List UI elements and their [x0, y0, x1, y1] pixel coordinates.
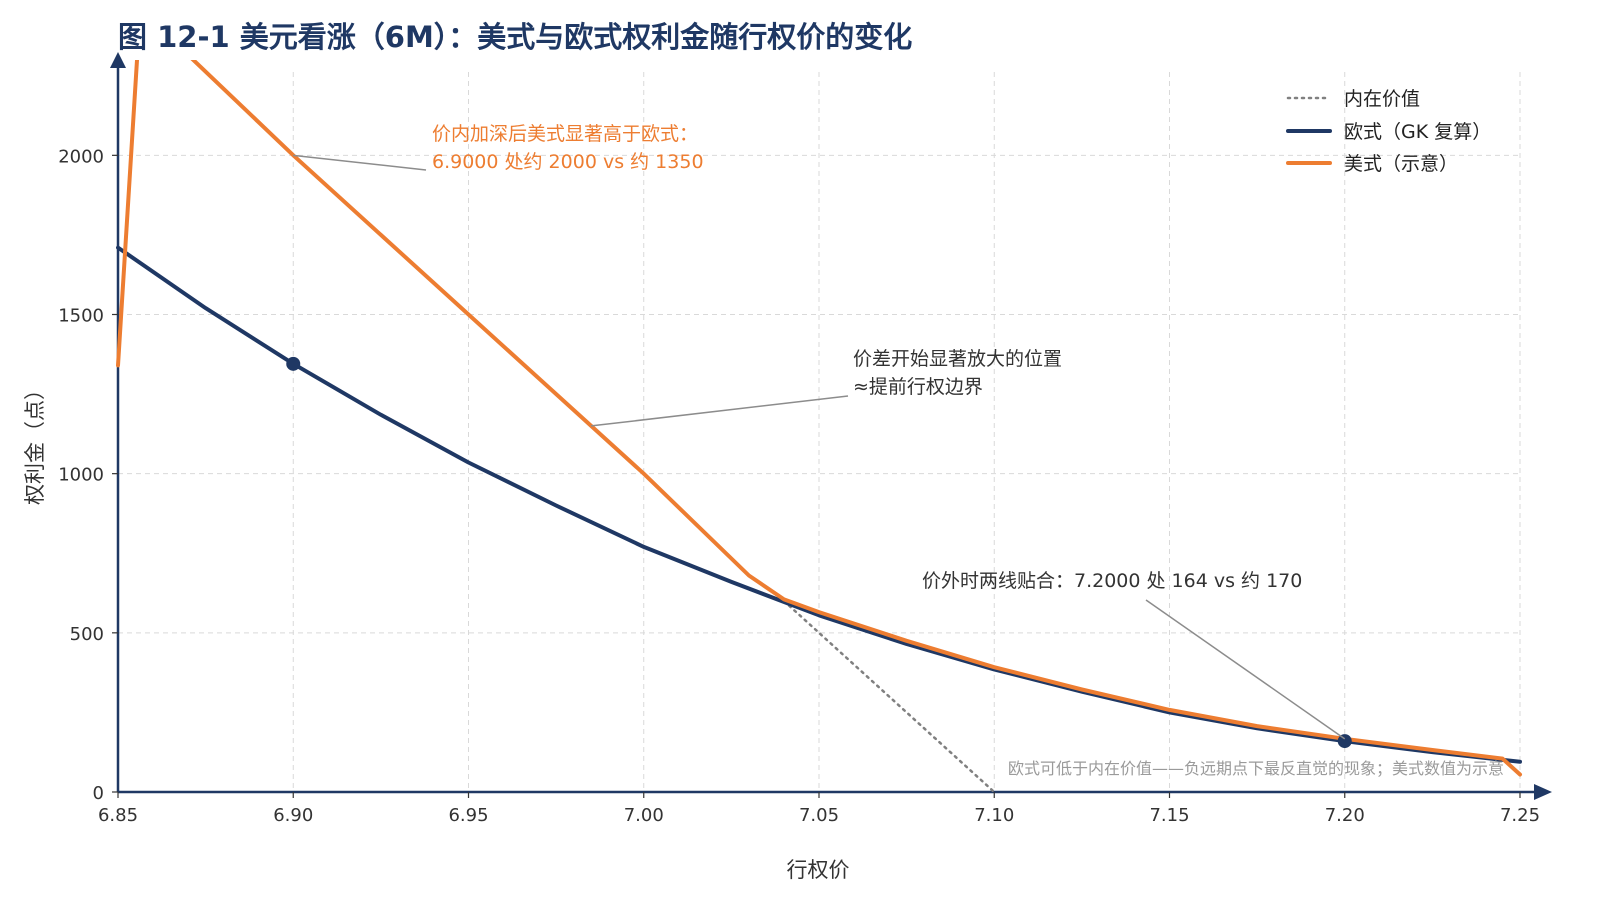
- legend-label: 内在价值: [1344, 88, 1420, 110]
- y-axis-label: 权利金（点）: [23, 379, 47, 505]
- legend-label: 欧式（GK 复算）: [1344, 121, 1491, 143]
- x-tick-label: 7.15: [1149, 805, 1189, 826]
- annotation-text: 价外时两线贴合：7.2000 处 164 vs 约 170: [922, 570, 1302, 592]
- data-point-marker: [286, 356, 301, 371]
- legend-label: 美式（示意）: [1344, 153, 1458, 175]
- chart-title: 图 12-1 美元看涨（6M）：美式与欧式权利金随行权价的变化: [118, 20, 912, 54]
- series-line-2: [116, 60, 1522, 777]
- x-tick-label: 6.90: [273, 805, 313, 826]
- data-markers: [286, 356, 1352, 749]
- annotation-text: ≈提前行权边界: [853, 376, 983, 398]
- series-line-0: [782, 599, 996, 794]
- x-tick-label: 7.25: [1500, 805, 1540, 826]
- x-tick-label: 7.05: [799, 805, 839, 826]
- x-tick-label: 7.20: [1325, 805, 1365, 826]
- axes: [110, 52, 1552, 800]
- tick-labels: 6.85 6.90 6.95 7.00 7.05 7.10 7.15 7.20 7.25 0 500…: [58, 146, 1540, 826]
- x-tick-label: 7.00: [624, 805, 664, 826]
- x-tick-label: 7.10: [974, 805, 1014, 826]
- annotation-text: 价差开始显著放大的位置: [853, 348, 1062, 370]
- annotation-leader-line: [293, 154, 427, 171]
- x-tick-label: 6.85: [98, 805, 138, 826]
- x-axis-arrow: [1534, 784, 1552, 800]
- annotation-text: 价内加深后美式显著高于欧式：: [432, 123, 698, 145]
- data-point-marker: [1337, 734, 1352, 749]
- annotation-leader-line: [591, 395, 849, 427]
- x-tick-label: 6.95: [448, 805, 488, 826]
- annotation-text: 6.9000 处约 2000 vs 约 1350: [432, 151, 704, 173]
- x-axis-label: 行权价: [787, 858, 850, 882]
- y-tick-label: 0: [93, 783, 104, 804]
- gridlines: [118, 72, 1521, 792]
- series-lines: [116, 60, 1522, 794]
- y-tick-label: 2000: [58, 146, 104, 167]
- y-tick-label: 500: [70, 624, 104, 645]
- annotations: 价内加深后美式显著高于欧式： 6.9000 处约 2000 vs 约 1350 价差…: [293, 123, 1346, 740]
- y-axis-arrow: [110, 52, 126, 68]
- y-tick-label: 1000: [58, 465, 104, 486]
- y-tick-label: 1500: [58, 306, 104, 327]
- chart-footnote: 欧式可低于内在价值——负远期点下最反直觉的现象；美式数值为示意: [1008, 759, 1504, 778]
- annotation-leader-line: [1145, 599, 1346, 740]
- series-line-1: [116, 245, 1522, 764]
